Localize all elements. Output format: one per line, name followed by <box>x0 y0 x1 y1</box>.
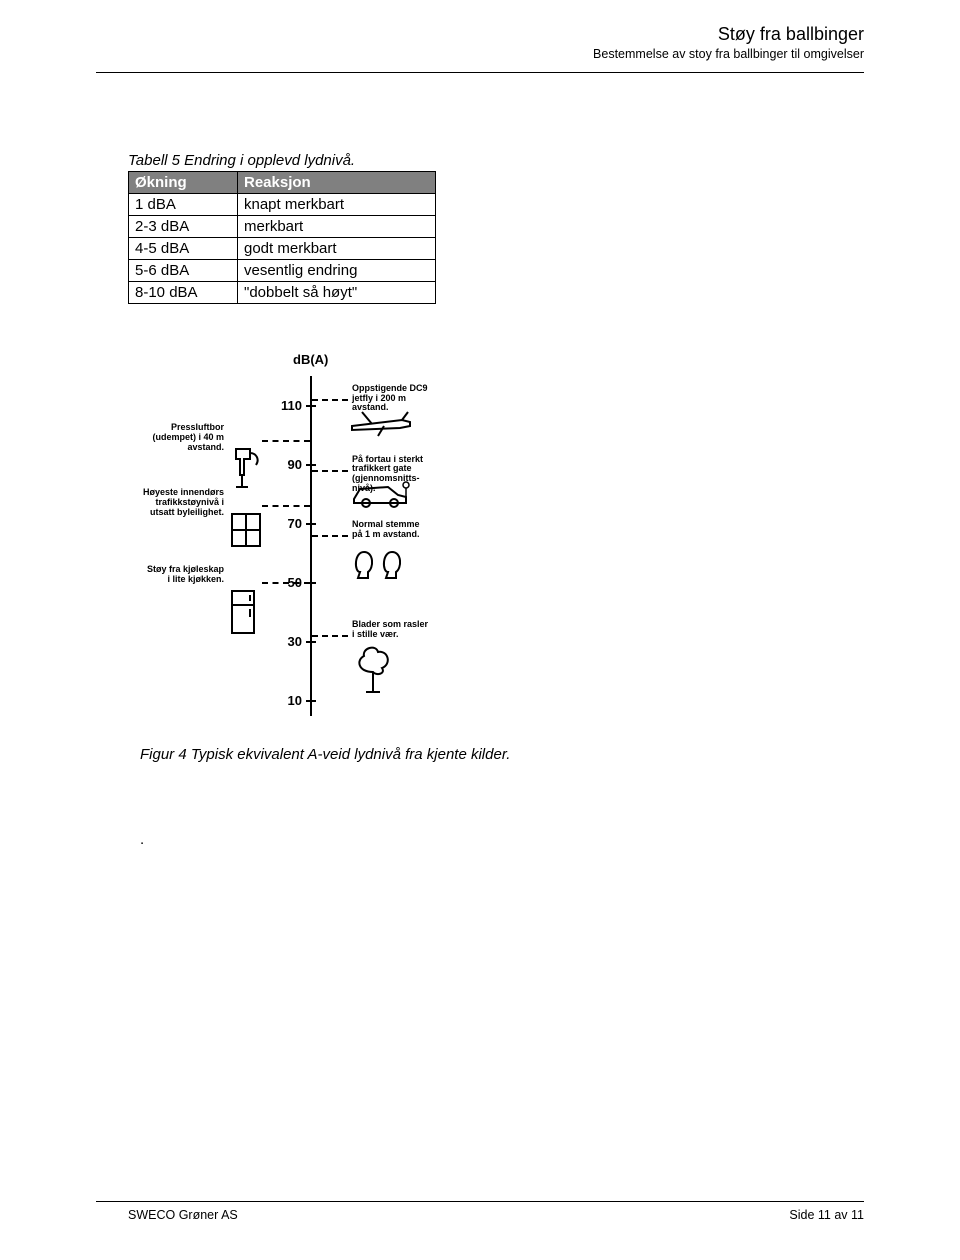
table-cell: 8-10 dBA <box>129 282 238 304</box>
table-cell: 2-3 dBA <box>129 216 238 238</box>
heads-icon <box>348 542 412 587</box>
table-header-cell: Reaksjon <box>238 172 436 194</box>
axis-tick <box>306 641 316 643</box>
axis-tick <box>306 405 316 407</box>
leader-line <box>262 440 310 442</box>
source-label: Normal stemmepå 1 m avstand. <box>352 520 470 540</box>
source-label: Høyeste innendørstrafikkstøynivå iutsatt… <box>140 488 224 518</box>
footer-left: SWECO Grøner AS <box>128 1208 238 1222</box>
header-subtitle: Bestemmelse av stoy fra ballbinger til o… <box>593 47 864 61</box>
table-cell: 5-6 dBA <box>129 260 238 282</box>
axis-tick <box>306 464 316 466</box>
table-header-row: Økning Reaksjon <box>129 172 436 194</box>
axis-tick <box>306 523 316 525</box>
lone-dot: . <box>140 831 832 848</box>
page: Støy fra ballbinger Bestemmelse av stoy … <box>0 0 960 1260</box>
drill-icon <box>226 445 266 496</box>
header-title: Støy fra ballbinger <box>593 24 864 45</box>
table-cell: vesentlig endring <box>238 260 436 282</box>
car-icon <box>348 477 412 516</box>
leader-line <box>312 535 348 537</box>
footer-right: Side 11 av 11 <box>789 1208 864 1222</box>
leader-line <box>312 635 348 637</box>
axis-tick-label: 110 <box>274 398 302 413</box>
figure-caption: Figur 4 Typisk ekvivalent A-veid lydnivå… <box>140 746 832 763</box>
axis-tick <box>306 700 316 702</box>
table-caption: Tabell 5 Endring i opplevd lydnivå. <box>128 152 832 169</box>
plane-icon <box>348 406 418 445</box>
leader-line <box>312 470 348 472</box>
table-cell: knapt merkbart <box>238 194 436 216</box>
table-cell: merkbart <box>238 216 436 238</box>
table-row: 4-5 dBAgodt merkbart <box>129 238 436 260</box>
table-header-cell: Økning <box>129 172 238 194</box>
sound-level-table: Økning Reaksjon 1 dBAknapt merkbart2-3 d… <box>128 171 436 304</box>
table-cell: 4-5 dBA <box>129 238 238 260</box>
window-icon <box>226 510 266 555</box>
axis-line <box>310 376 312 716</box>
leader-line <box>262 505 310 507</box>
axis-tick-label: 30 <box>274 634 302 649</box>
page-header: Støy fra ballbinger Bestemmelse av stoy … <box>593 24 864 61</box>
table-cell: godt merkbart <box>238 238 436 260</box>
table-row: 5-6 dBAvesentlig endring <box>129 260 436 282</box>
source-label: Blader som rasleri stille vær. <box>352 620 470 640</box>
axis-tick-label: 90 <box>274 457 302 472</box>
axis-title: dB(A) <box>293 352 328 367</box>
content: Tabell 5 Endring i opplevd lydnivå. Økni… <box>128 152 832 848</box>
source-label: Støy fra kjøleskapi lite kjøkken. <box>140 565 224 585</box>
leader-line <box>262 582 310 584</box>
table-row: 8-10 dBA"dobbelt så høyt" <box>129 282 436 304</box>
figure-wrap: dB(A) 1109070503010Pressluftbor(udempet)… <box>140 352 832 848</box>
table-cell: 1 dBA <box>129 194 238 216</box>
table-cell: "dobbelt så høyt" <box>238 282 436 304</box>
footer-rule <box>96 1201 864 1202</box>
tree-icon <box>348 642 398 701</box>
db-scale-figure: dB(A) 1109070503010Pressluftbor(udempet)… <box>140 352 470 732</box>
axis-tick-label: 10 <box>274 693 302 708</box>
header-rule <box>96 72 864 73</box>
table-row: 2-3 dBAmerkbart <box>129 216 436 238</box>
axis-tick-label: 70 <box>274 516 302 531</box>
table-row: 1 dBAknapt merkbart <box>129 194 436 216</box>
leader-line <box>312 399 348 401</box>
fridge-icon <box>226 587 260 642</box>
source-label: Pressluftbor(udempet) i 40 mavstand. <box>140 423 224 453</box>
